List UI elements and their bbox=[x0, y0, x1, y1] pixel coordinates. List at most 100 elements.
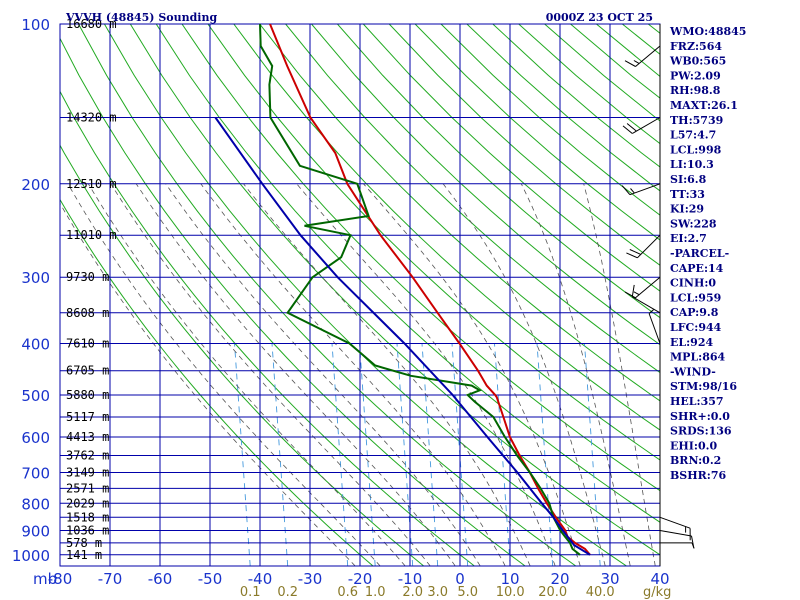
barb-flag bbox=[624, 60, 636, 67]
wind-barb bbox=[648, 309, 661, 344]
index-item: BSHR:76 bbox=[670, 469, 726, 482]
temp-tick--40: -40 bbox=[248, 570, 273, 588]
pressure-label-800: 800 bbox=[21, 495, 50, 513]
moist-adiabat bbox=[87, 183, 406, 566]
wind-barbs bbox=[621, 24, 695, 566]
barb-staff bbox=[629, 183, 661, 196]
chart-subtitle: 0000Z 23 OCT 25 bbox=[546, 11, 653, 24]
dry-adiabat bbox=[103, 24, 627, 566]
moist-adiabat bbox=[110, 183, 431, 566]
barb-flag bbox=[631, 284, 635, 297]
mixing-ratio-tick: 5.0 bbox=[457, 585, 478, 600]
dry-adiabat bbox=[311, 24, 660, 346]
height-label: 5880 m bbox=[66, 388, 109, 402]
dry-adiabat bbox=[60, 37, 526, 566]
grid bbox=[59, 23, 661, 567]
index-item: STM:98/16 bbox=[670, 380, 737, 393]
barb-flag bbox=[633, 60, 640, 64]
index-item: EI:2.7 bbox=[670, 232, 707, 245]
index-item: KI:29 bbox=[670, 203, 704, 216]
index-item: HEL:357 bbox=[670, 395, 724, 408]
index-item: CAP:9.8 bbox=[670, 306, 719, 319]
barb-flag bbox=[648, 309, 654, 314]
height-label: 14320 m bbox=[66, 111, 117, 125]
dry-adiabat bbox=[207, 24, 660, 461]
mixing-ratio-unit: g/kg bbox=[643, 585, 671, 600]
dry-adiabat bbox=[285, 24, 660, 374]
index-item: RH:98.8 bbox=[670, 84, 721, 97]
index-item: BRN:0.2 bbox=[670, 454, 721, 467]
temp-tick--20: -20 bbox=[348, 570, 373, 588]
mixing-ratio-tick: 10.0 bbox=[496, 585, 525, 600]
mixing-ratio-tick: 1.0 bbox=[365, 585, 386, 600]
barb-staff bbox=[632, 117, 661, 134]
index-item: SI:6.8 bbox=[670, 173, 707, 186]
wind-barb bbox=[624, 45, 661, 67]
moist-adiabat bbox=[200, 183, 506, 566]
barb-staff bbox=[635, 45, 661, 67]
barb-flag bbox=[691, 542, 695, 549]
pressure-label-1000: 1000 bbox=[12, 547, 50, 565]
barb-staff bbox=[659, 516, 691, 529]
height-label: 141 m bbox=[66, 548, 102, 562]
dry-adiabat bbox=[78, 24, 577, 566]
temp-tick--70: -70 bbox=[98, 570, 123, 588]
index-item: CINH:0 bbox=[670, 277, 716, 290]
moist-adiabats bbox=[60, 183, 656, 566]
barb-staff bbox=[659, 530, 692, 537]
mixing-ratio-line bbox=[234, 343, 251, 566]
profile-temperature bbox=[269, 24, 591, 556]
height-label: 1518 m bbox=[66, 510, 109, 524]
temp-tick-20: 20 bbox=[550, 570, 569, 588]
index-item: SHR+:0.0 bbox=[670, 410, 730, 423]
mixing-ratio-tick: 40.0 bbox=[586, 585, 615, 600]
barb-flag bbox=[633, 291, 640, 296]
pressure-label-600: 600 bbox=[21, 429, 50, 447]
height-label: 6705 m bbox=[66, 364, 109, 378]
mixing-ratio-line bbox=[331, 343, 349, 566]
index-item: WMO:48845 bbox=[669, 25, 746, 38]
dry-adiabat bbox=[233, 24, 660, 431]
wind-barb bbox=[659, 530, 695, 548]
mixing-ratio-line bbox=[271, 343, 289, 566]
index-item: SRDS:136 bbox=[670, 425, 732, 438]
dry-adiabat bbox=[337, 24, 660, 319]
height-label: 8608 m bbox=[66, 306, 109, 320]
temp-tick--80: -80 bbox=[48, 570, 73, 588]
height-label: 3762 m bbox=[66, 449, 109, 463]
wind-barb bbox=[659, 516, 691, 541]
moist-adiabat bbox=[60, 202, 356, 566]
index-item: LFC:944 bbox=[670, 321, 722, 334]
dry-adiabat bbox=[414, 24, 660, 241]
height-label: 578 m bbox=[66, 536, 102, 550]
wind-barb bbox=[621, 183, 661, 196]
moist-adiabat bbox=[363, 183, 581, 566]
dry-adiabat bbox=[518, 24, 660, 145]
mixing-ratio-tick: 20.0 bbox=[538, 585, 567, 600]
index-item: -PARCEL- bbox=[670, 247, 729, 260]
moist-adiabat bbox=[296, 183, 556, 566]
wind-barb bbox=[624, 276, 661, 299]
pressure-label-100: 100 bbox=[21, 16, 50, 34]
pressure-label-500: 500 bbox=[21, 387, 50, 405]
pressure-label-200: 200 bbox=[21, 176, 50, 194]
temp-tick--10: -10 bbox=[398, 570, 423, 588]
height-label: 3149 m bbox=[66, 466, 109, 480]
mixing-ratio-line bbox=[359, 343, 376, 566]
dry-adiabat bbox=[388, 24, 660, 266]
index-item: FRZ:564 bbox=[670, 40, 722, 53]
barb-staff bbox=[635, 276, 661, 299]
wind-barb bbox=[660, 542, 695, 549]
index-item: LCL:998 bbox=[670, 143, 722, 156]
barb-flag bbox=[626, 123, 637, 132]
pressure-label-900: 900 bbox=[21, 523, 50, 541]
barb-staff bbox=[648, 313, 661, 344]
mixing-ratio-line bbox=[421, 343, 439, 566]
wind-barb bbox=[622, 117, 661, 134]
dry-adiabat bbox=[466, 24, 660, 192]
index-item: TH:5739 bbox=[670, 114, 723, 127]
barb-flag bbox=[630, 188, 635, 194]
moist-adiabat bbox=[67, 183, 381, 566]
barb-staff bbox=[637, 234, 661, 259]
